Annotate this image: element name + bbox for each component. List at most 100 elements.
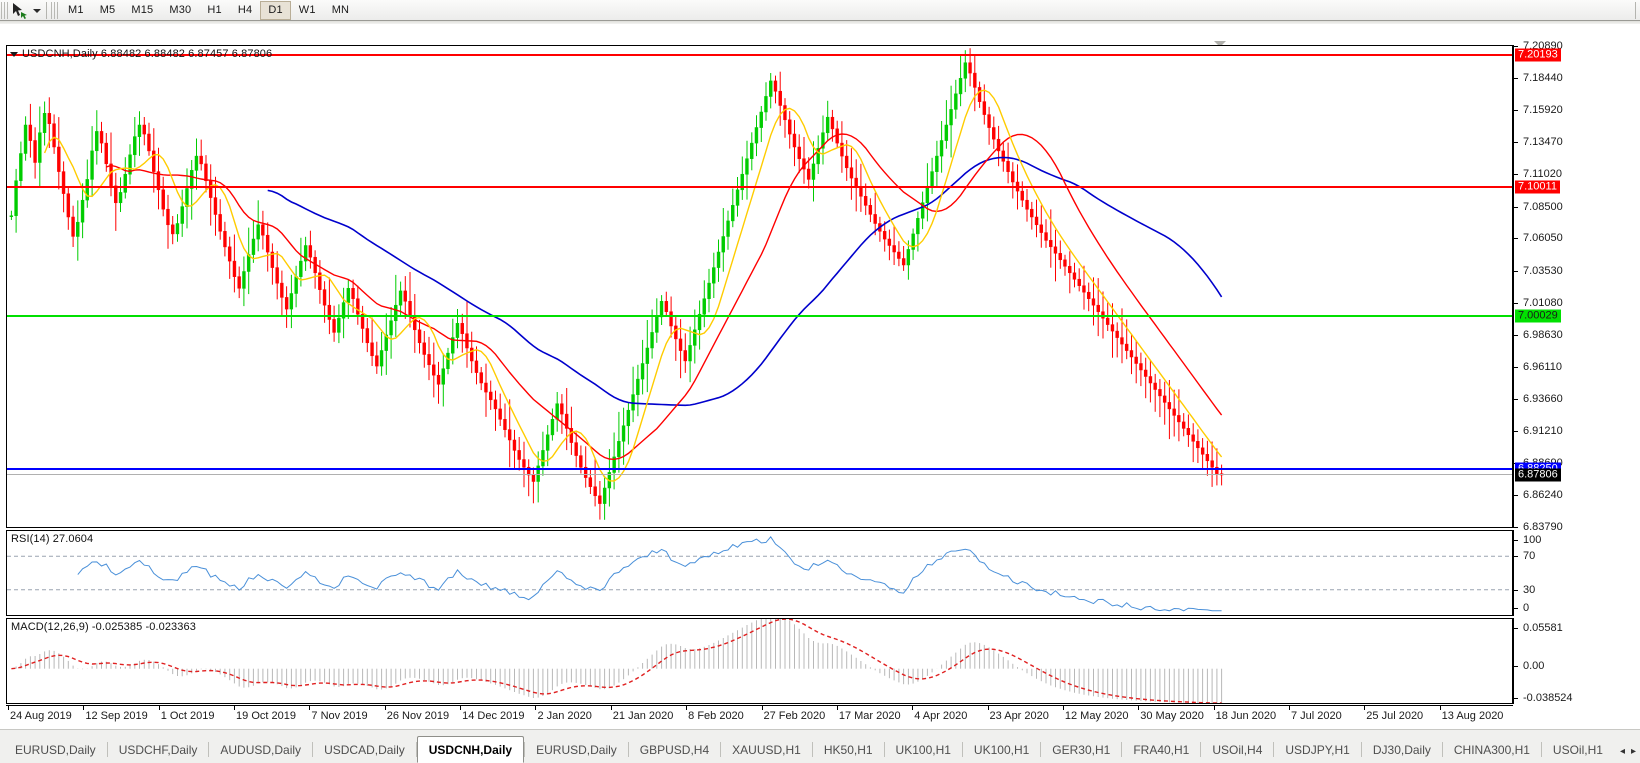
chart-tab-china300-h1[interactable]: CHINA300,H1 [1453, 743, 1530, 757]
date-tick-label: 27 Feb 2020 [763, 710, 826, 722]
timeframe-button-m30[interactable]: M30 [169, 4, 192, 16]
date-tick-label: 8 Feb 2020 [688, 710, 744, 722]
chart-tab-gbpusd-h4[interactable]: GBPUSD,H4 [639, 743, 710, 757]
date-axis[interactable]: 24 Aug 2019 12 Sep 2019 1 Oct 2019 19 Oct 2… [6, 705, 1513, 729]
chart-tab-eurusd-daily[interactable]: EURUSD,Daily [15, 743, 96, 757]
chart-tab-audusd-daily[interactable]: AUDUSD,Daily [220, 743, 302, 757]
price-tick-label: 6.96110 [1514, 361, 1562, 373]
price-level-line[interactable] [7, 54, 1512, 57]
tab-separator [1273, 742, 1275, 757]
chart-tab-usdcnh-daily[interactable]: USDCNH,Daily [416, 736, 525, 763]
tab-scroll-controls: ◂ ▸ [1614, 746, 1640, 763]
chart-tab-usoil-h4[interactable]: USOil,H4 [1212, 743, 1263, 757]
date-tick-label: 12 May 2020 [1064, 710, 1129, 722]
macd-plot[interactable] [7, 619, 1512, 703]
price-level-line[interactable] [7, 473, 1512, 475]
tab-separator [1441, 742, 1443, 757]
price-panel-title-text: USDCNH,Daily 6.88482 6.88482 6.87457 6.8… [22, 48, 273, 60]
tab-separator [883, 742, 885, 757]
cursor-dropdown-icon[interactable] [30, 1, 43, 20]
rsi-panel-title: RSI(14) 27.0604 [11, 533, 94, 545]
toolbar: M1 M5 M15 M30 H1 H4 D1 W1 MN [0, 0, 1640, 21]
tab-separator [1540, 742, 1542, 757]
candlestick-series [9, 48, 1224, 520]
timeframe-group: M1 M5 M15 M30 H1 H4 D1 W1 MN [60, 0, 357, 20]
date-tick-label: 30 May 2020 [1140, 710, 1204, 722]
toolbar-grip[interactable] [1, 1, 8, 19]
timeframe-button-d1[interactable]: D1 [260, 0, 291, 20]
price-tag-green[interactable]: 7.00029 [1515, 309, 1561, 323]
price-level-line[interactable] [7, 186, 1512, 189]
price-panel[interactable]: USDCNH,Daily 6.88482 6.88482 6.87457 6.8… [6, 45, 1513, 528]
date-tick-label: 24 Aug 2019 [10, 710, 72, 722]
date-tick [309, 706, 311, 710]
date-tick [158, 706, 160, 710]
chart-tab-uk100-h1[interactable]: UK100,H1 [973, 743, 1030, 757]
date-tick [384, 706, 386, 710]
macd-series [11, 619, 1223, 703]
macd-tick-label: -0.038524 [1514, 692, 1573, 704]
rsi-tick-label: 100 [1514, 534, 1541, 546]
date-tick [535, 706, 537, 710]
macd-scale[interactable]: 0.05581 0.00 -0.038524 [1513, 618, 1640, 704]
price-tick-label: 7.06050 [1514, 232, 1563, 244]
crosshair-arrow-icon[interactable] [10, 1, 30, 20]
price-plot[interactable] [7, 46, 1512, 527]
price-tag-red[interactable]: 7.20193 [1515, 48, 1561, 62]
chart-tab-fra40-h1[interactable]: FRA40,H1 [1133, 743, 1190, 757]
tab-separator [1200, 742, 1202, 757]
date-tick [1288, 706, 1290, 710]
chart-tab-eurusd-daily[interactable]: EURUSD,Daily [536, 743, 617, 757]
rsi-panel[interactable]: RSI(14) 27.0604 [6, 530, 1513, 616]
macd-panel[interactable]: MACD(12,26,9) -0.025385 -0.023363 [6, 618, 1513, 704]
date-tick [1138, 706, 1140, 710]
tab-scroll-right-icon[interactable]: ▸ [1630, 746, 1636, 757]
chart-canvas[interactable]: USDCNH,Daily 6.88482 6.88482 6.87457 6.8… [0, 21, 1640, 729]
rsi-series [7, 535, 1512, 612]
chart-tab-usdjpy-h1[interactable]: USDJPY,H1 [1285, 743, 1350, 757]
timeframe-button-m1[interactable]: M1 [68, 4, 84, 16]
date-tick-label: 12 Sep 2019 [85, 710, 148, 722]
date-tick-label: 14 Dec 2019 [462, 710, 525, 722]
price-level-line[interactable] [7, 468, 1512, 471]
timeframe-button-h1[interactable]: H1 [207, 4, 222, 16]
chart-tab-hk50-h1[interactable]: HK50,H1 [823, 743, 873, 757]
rsi-plot[interactable] [7, 531, 1512, 615]
chart-tab-ger30-h1[interactable]: GER30,H1 [1052, 743, 1111, 757]
date-tick-label: 2 Jan 2020 [537, 710, 592, 722]
price-scale[interactable]: 7.20890 7.18440 7.15920 7.13470 7.11020 7.085… [1513, 40, 1640, 533]
tab-list: EURUSD,Daily USDCHF,Daily AUDUSD,Daily USDC… [4, 736, 1614, 763]
date-tick-label: 7 Jul 2020 [1290, 710, 1342, 722]
price-tag-black[interactable]: 6.87806 [1515, 468, 1561, 482]
chart-tab-uk100-h1[interactable]: UK100,H1 [895, 743, 951, 757]
date-tick [460, 706, 462, 710]
timeframe-grip[interactable] [51, 1, 58, 19]
timeframe-button-m15[interactable]: M15 [131, 4, 154, 16]
price-tick-label: 7.15920 [1514, 104, 1563, 116]
date-tick-label: 18 Jun 2020 [1215, 710, 1277, 722]
chart-tab-usdcad-daily[interactable]: USDCAD,Daily [324, 743, 405, 757]
price-panel-title: USDCNH,Daily 6.88482 6.88482 6.87457 6.8… [10, 48, 272, 60]
caret-down-icon[interactable] [10, 52, 18, 57]
chart-tab-usdchf-daily[interactable]: USDCHF,Daily [118, 743, 198, 757]
date-tick [686, 706, 688, 710]
chart-tab-usoil-h1[interactable]: USOil,H1 [1552, 743, 1603, 757]
price-level-line[interactable] [7, 315, 1512, 318]
price-tag-red[interactable]: 7.10011 [1515, 180, 1560, 194]
timeframe-button-m5[interactable]: M5 [99, 4, 116, 16]
chart-tab-xauusd-h1[interactable]: XAUUSD,H1 [732, 743, 801, 757]
scale-split-marker[interactable] [1214, 41, 1226, 47]
macd-tick-label: 0.00 [1514, 660, 1544, 672]
tab-separator [627, 742, 629, 757]
date-tick [234, 706, 236, 710]
timeframe-button-mn[interactable]: MN [331, 4, 350, 16]
timeframe-button-w1[interactable]: W1 [298, 4, 316, 16]
date-tick [1213, 706, 1215, 710]
tab-scroll-left-icon[interactable]: ◂ [1619, 746, 1625, 757]
timeframe-button-h4[interactable]: H4 [237, 4, 253, 16]
rsi-scale[interactable]: 100 70 30 0 [1513, 530, 1640, 616]
price-tick-label: 6.98630 [1514, 329, 1563, 341]
chart-tab-dj30-daily[interactable]: DJ30,Daily [1372, 743, 1431, 757]
price-tick-label: 6.91210 [1514, 425, 1563, 437]
macd-panel-title: MACD(12,26,9) -0.025385 -0.023363 [11, 621, 196, 633]
